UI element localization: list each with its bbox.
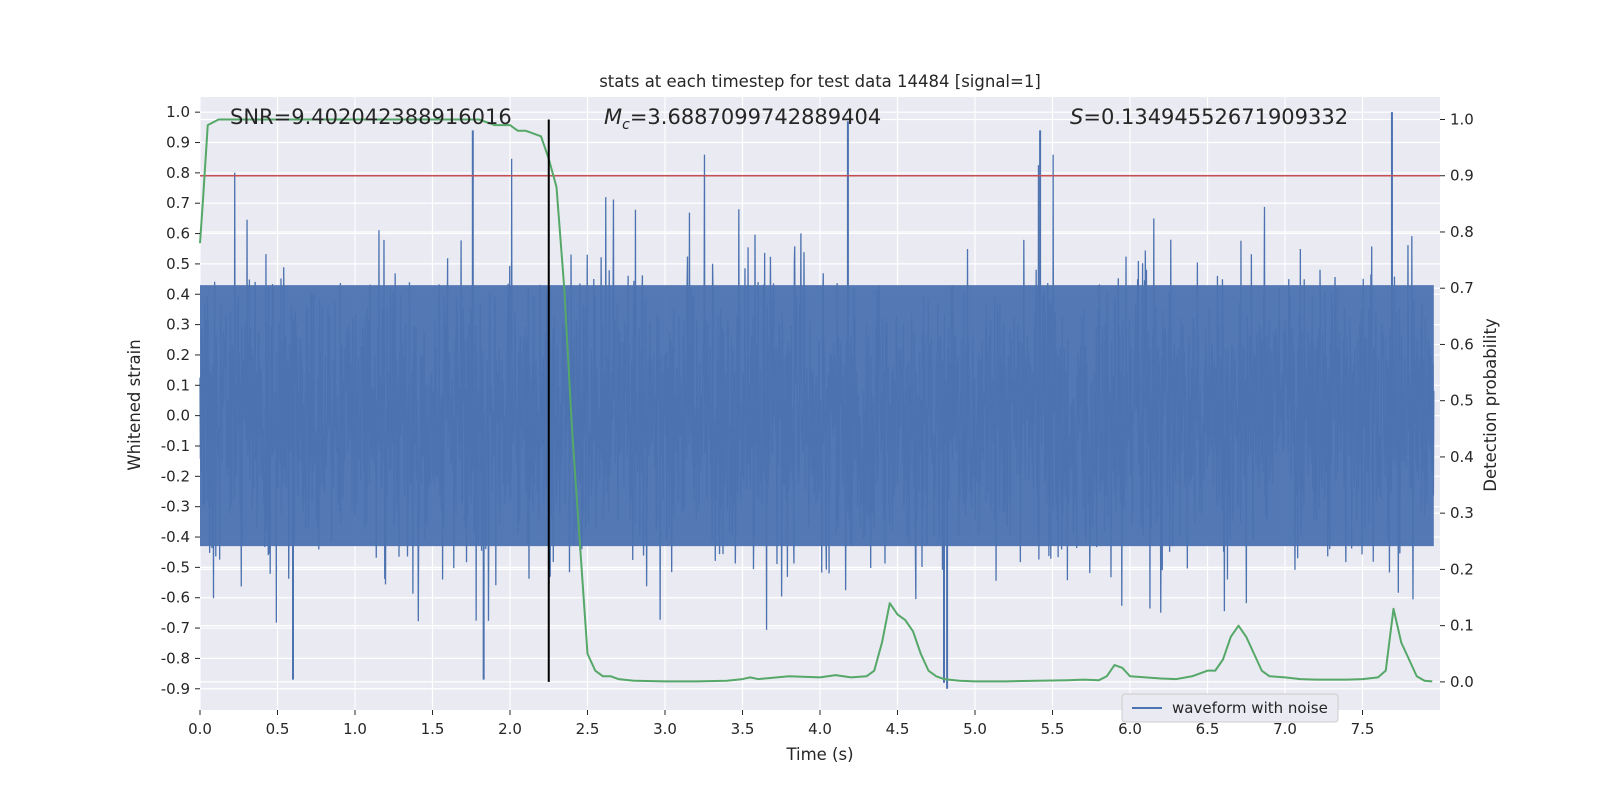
y-tick-label: 0.2 — [166, 346, 190, 364]
y-tick-label: -0.5 — [161, 558, 190, 576]
waveform-core-band — [200, 285, 1434, 547]
x-tick-label: 0.5 — [266, 720, 290, 738]
x-tick-label: 5.5 — [1041, 720, 1065, 738]
snr-annotation: SNR=9.402042388916016 — [230, 105, 512, 129]
y-axis-label: Whitened strain — [125, 339, 144, 470]
y-right-tick-label: 0.8 — [1450, 223, 1474, 241]
y-right-axis-label: Detection probability — [1481, 318, 1500, 492]
y-tick-label: -0.8 — [161, 649, 190, 667]
x-tick-label: 1.0 — [343, 720, 367, 738]
y-tick-label: -0.4 — [161, 528, 190, 546]
chirp-mass-subscript: c — [622, 117, 630, 133]
x-axis-label: Time (s) — [785, 745, 853, 764]
chirp-mass-value: =3.6887099742889404 — [630, 105, 881, 129]
y-tick-label: -0.9 — [161, 680, 190, 698]
x-tick-label: 2.0 — [498, 720, 522, 738]
y-tick-label: -0.6 — [161, 589, 190, 607]
detection-probability-line — [199, 118, 1433, 683]
chirp-mass-annotation: Mc=3.6887099742889404 — [604, 105, 881, 133]
legend-box — [1121, 693, 1339, 723]
y-tick-label: -0.2 — [161, 467, 190, 485]
y-tick-label: 0.0 — [166, 407, 190, 425]
x-tick-label: 5.0 — [963, 720, 987, 738]
x-tick-label: 1.5 — [421, 720, 445, 738]
x-tick-label: 3.5 — [731, 720, 755, 738]
y-right-tick-label: 0.5 — [1450, 392, 1474, 410]
y-right-tick-label: 0.4 — [1450, 448, 1474, 466]
waveform-series — [199, 112, 1435, 689]
y-tick-label: 0.6 — [166, 225, 190, 243]
y-right-tick-label: 0.9 — [1450, 167, 1474, 185]
x-tick-label: 6.0 — [1118, 720, 1142, 738]
y-tick-label: 0.8 — [166, 164, 190, 182]
x-tick-label: 7.0 — [1273, 720, 1297, 738]
y-tick-label: 0.5 — [166, 255, 190, 273]
x-tick-label: 3.0 — [653, 720, 677, 738]
y-tick-label: 0.4 — [166, 285, 190, 303]
s-symbol: S — [1070, 105, 1083, 129]
y-tick-label: -0.7 — [161, 619, 190, 637]
y-right-tick-label: 0.0 — [1450, 673, 1474, 691]
x-tick-label: 6.5 — [1196, 720, 1220, 738]
legend-label: waveform with noise — [1172, 699, 1328, 717]
y-right-tick-label: 1.0 — [1450, 110, 1474, 128]
y-right-tick-label: 0.6 — [1450, 335, 1474, 353]
y-right-axis-ticks: 1.0 0.9 0.8 0.7 0.6 0.5 0.4 0.3 0.2 0.1 0.0 — [1440, 110, 1474, 691]
overlays — [199, 118, 1440, 683]
chirp-mass-symbol: M — [604, 105, 622, 129]
s-annotation: S=0.13494552671909332 — [1070, 105, 1348, 129]
x-tick-label: 0.0 — [188, 720, 212, 738]
legend: waveform with noise — [1121, 693, 1339, 723]
y-right-tick-label: 0.7 — [1450, 279, 1474, 297]
x-tick-label: 7.5 — [1351, 720, 1375, 738]
x-tick-label: 4.0 — [808, 720, 832, 738]
x-axis-ticks: 0.0 0.5 1.0 1.5 2.0 2.5 3.0 3.5 4.0 4.5 5.0 5.5 6.0 6… — [188, 710, 1374, 738]
y-tick-label: 0.1 — [166, 376, 190, 394]
y-tick-label: 1.0 — [166, 103, 190, 121]
y-right-tick-label: 0.2 — [1450, 560, 1474, 578]
y-tick-label: -0.1 — [161, 437, 190, 455]
s-value: =0.13494552671909332 — [1083, 105, 1348, 129]
y-right-tick-label: 0.1 — [1450, 617, 1474, 635]
x-tick-label: 4.5 — [886, 720, 910, 738]
x-tick-label: 2.5 — [576, 720, 600, 738]
y-tick-label: 0.7 — [166, 194, 190, 212]
chart-title: stats at each timestep for test data 144… — [599, 72, 1041, 91]
y-axis-ticks: 1.0 0.9 0.8 0.7 0.6 0.5 0.4 0.3 0.2 0.1 0.0 -0.1 -0.… — [161, 103, 200, 698]
y-tick-label: -0.3 — [161, 498, 190, 516]
y-tick-label: 0.3 — [166, 316, 190, 334]
y-tick-label: 0.9 — [166, 134, 190, 152]
y-right-tick-label: 0.3 — [1450, 504, 1474, 522]
